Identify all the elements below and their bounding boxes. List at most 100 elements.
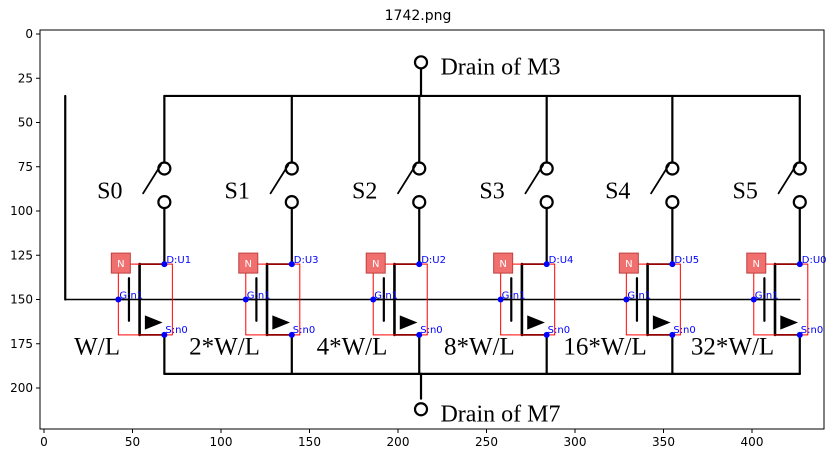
drain-pin-label: D:U0	[802, 255, 827, 266]
switch-label: S2	[352, 179, 377, 205]
gate-pin-label: G:n1	[755, 291, 779, 302]
annotation-badge-label: N	[625, 259, 632, 270]
transistor-arrow	[272, 315, 291, 330]
annotation-layer: N D:U1 G:n1 S:n0 N D:U3 G:n1 S:n0 N D:U2 G:n1 S:n0 N…	[110, 252, 827, 338]
y-tick-label: 100	[10, 204, 33, 218]
source-pin	[288, 331, 295, 338]
gate-pin-label: G:n1	[502, 291, 526, 302]
switch-contact-upper	[665, 161, 680, 176]
x-tick-label: 250	[475, 435, 498, 449]
transistor-arrow	[780, 315, 799, 330]
figure-title: 1742.png	[384, 8, 452, 24]
drain-pin	[161, 261, 168, 268]
annotation-badge-label: N	[372, 259, 379, 270]
y-tick-label: 50	[18, 116, 33, 130]
annotation-badge	[365, 252, 386, 274]
source-pin	[669, 331, 676, 338]
annotation-badge-label: N	[245, 259, 252, 270]
axes-frame	[39, 29, 825, 430]
annotation-badge	[110, 252, 131, 274]
ratio-label: 16*W/L	[563, 333, 646, 360]
source-pin-label: S:n0	[801, 325, 823, 336]
transistor-arrow	[399, 315, 418, 330]
drain-pin	[669, 261, 676, 268]
switch-contact-upper	[539, 161, 554, 176]
transistor-arrow	[144, 315, 163, 330]
annotation-badge-label: N	[499, 259, 506, 270]
switch-contact-upper	[792, 161, 807, 176]
drain-pin	[288, 261, 295, 268]
annotation-badge	[493, 252, 514, 274]
y-tick-label: 175	[10, 337, 33, 351]
x-tick-label: 150	[298, 435, 321, 449]
gate-pin-label: G:n1	[374, 291, 398, 302]
switch-contact-upper	[412, 161, 427, 176]
drain-pin	[796, 261, 803, 268]
annotation-badge	[238, 252, 259, 274]
transistor-arrow	[652, 315, 671, 330]
drain-bottom-label: Drain of M7	[440, 402, 560, 428]
switch-blade	[650, 164, 670, 195]
ratio-label: 4*W/L	[317, 333, 388, 360]
switch-label: S0	[97, 179, 122, 205]
annotation-badge-label: N	[117, 259, 124, 270]
drain-pin-label: D:U1	[166, 255, 191, 266]
switch-contact-lower	[157, 195, 172, 210]
gate-pin	[115, 296, 122, 303]
gate-pin	[623, 296, 630, 303]
source-pin-label: S:n0	[420, 325, 442, 336]
y-tick-label: 75	[18, 160, 33, 174]
y-tick-label: 200	[10, 381, 33, 395]
switch-contact-lower	[412, 195, 427, 210]
switch-label: S3	[479, 179, 504, 205]
ratio-label: 8*W/L	[444, 333, 515, 360]
x-tick-label: 350	[652, 435, 675, 449]
source-pin	[796, 331, 803, 338]
switch-blade	[397, 164, 417, 195]
drain-top-terminal	[413, 55, 429, 70]
gate-pin-label: G:n1	[247, 291, 271, 302]
switch-blade	[777, 164, 798, 195]
switch-blade	[142, 164, 162, 195]
x-tick-label: 50	[125, 435, 140, 449]
ratio-label: 32*W/L	[691, 333, 774, 360]
gate-pin	[750, 296, 757, 303]
x-tick-label: 200	[387, 435, 410, 449]
drain-pin-label: D:U2	[421, 255, 446, 266]
gate-pin	[242, 296, 249, 303]
switch-contact-upper	[284, 161, 299, 176]
y-tick-label: 25	[18, 71, 33, 85]
drain-top-label: Drain of M3	[440, 55, 560, 81]
source-pin-label: S:n0	[165, 325, 187, 336]
switch-blade	[524, 164, 545, 195]
ratio-label: W/L	[74, 333, 120, 360]
transistor-arrow	[527, 315, 545, 330]
switch-label: S5	[733, 179, 758, 205]
circuit-diagram: Drain of M3 Drain of M7 S0 W/L S1 2*W/L S2 4*W/…	[64, 55, 807, 428]
drain-pin-label: D:U3	[294, 255, 319, 266]
switch-label: S4	[605, 179, 630, 205]
source-pin-label: S:n0	[293, 325, 315, 336]
switch-blade	[269, 164, 290, 195]
axis-ticks: 0 50 100 150 200 250 300 350 400 0 25 50 75 100 125 150…	[10, 27, 763, 449]
switch-contact-lower	[284, 195, 299, 210]
switch-label: S1	[225, 179, 250, 205]
switch-contact-upper	[157, 161, 172, 176]
y-tick-label: 0	[25, 27, 33, 41]
gate-pin-label: G:n1	[119, 291, 143, 302]
source-pin	[416, 331, 423, 338]
drain-pin	[543, 261, 550, 268]
x-tick-label: 300	[564, 435, 587, 449]
y-tick-label: 125	[10, 248, 33, 262]
drain-pin	[416, 261, 423, 268]
annotation-badge	[746, 252, 767, 274]
switch-contact-lower	[792, 195, 807, 210]
annotation-badge-label: N	[753, 259, 760, 270]
x-tick-label: 0	[40, 435, 48, 449]
drain-pin-label: D:U5	[674, 255, 699, 266]
gate-pin-label: G:n1	[627, 291, 651, 302]
source-pin-label: S:n0	[548, 325, 570, 336]
source-pin	[543, 331, 550, 338]
drain-pin-label: D:U4	[549, 255, 574, 266]
